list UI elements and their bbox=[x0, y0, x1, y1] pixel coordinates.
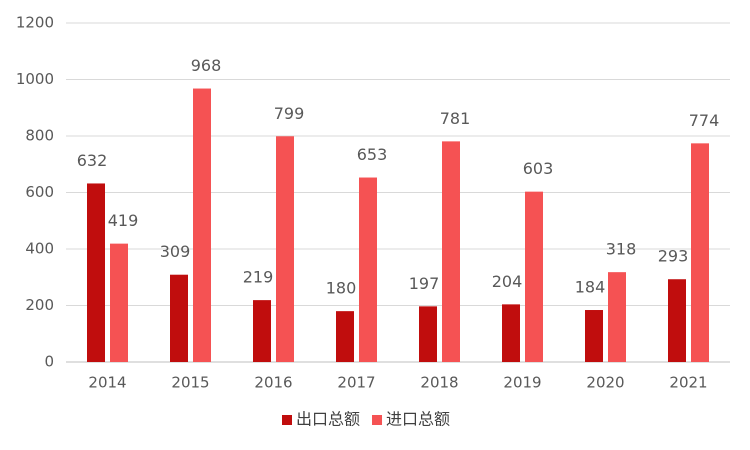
bar bbox=[336, 311, 354, 362]
bar bbox=[193, 88, 211, 362]
bar bbox=[525, 191, 543, 362]
x-tick-label: 2021 bbox=[669, 374, 707, 392]
bar bbox=[608, 272, 626, 362]
bar bbox=[585, 310, 603, 362]
value-label: 799 bbox=[274, 104, 305, 123]
value-label: 197 bbox=[409, 274, 440, 293]
bar bbox=[110, 243, 128, 362]
x-tick-label: 2020 bbox=[586, 374, 624, 392]
bar bbox=[668, 279, 686, 362]
value-label: 781 bbox=[440, 109, 471, 128]
value-label: 293 bbox=[658, 247, 689, 266]
value-label: 318 bbox=[606, 240, 637, 259]
y-tick-label: 1200 bbox=[16, 14, 54, 32]
x-tick-label: 2015 bbox=[171, 374, 209, 392]
value-label: 653 bbox=[357, 145, 388, 164]
x-tick-label: 2017 bbox=[337, 374, 375, 392]
value-label: 603 bbox=[523, 159, 554, 178]
bar bbox=[87, 183, 105, 362]
bar bbox=[276, 136, 294, 362]
bar bbox=[253, 300, 271, 362]
bar bbox=[691, 143, 709, 362]
bar bbox=[419, 306, 437, 362]
value-label: 419 bbox=[108, 211, 139, 230]
legend-label: 进口总额 bbox=[386, 410, 450, 429]
value-label: 219 bbox=[243, 268, 274, 287]
bar bbox=[170, 274, 188, 362]
legend-swatch bbox=[282, 415, 292, 425]
x-tick-label: 2016 bbox=[254, 374, 292, 392]
legend-swatch bbox=[372, 415, 383, 425]
value-label: 774 bbox=[689, 111, 720, 130]
value-label: 184 bbox=[575, 278, 606, 297]
y-tick-label: 800 bbox=[25, 127, 54, 145]
x-tick-label: 2019 bbox=[503, 374, 541, 392]
legend-label: 出口总额 bbox=[296, 410, 360, 429]
value-label: 632 bbox=[77, 151, 108, 170]
x-tick-label: 2014 bbox=[88, 374, 126, 392]
value-label: 180 bbox=[326, 279, 357, 298]
value-label: 968 bbox=[191, 56, 222, 75]
y-tick-label: 0 bbox=[44, 353, 54, 371]
bar bbox=[359, 177, 377, 362]
bar bbox=[442, 141, 460, 362]
value-label: 309 bbox=[160, 242, 191, 261]
bar bbox=[502, 304, 520, 362]
y-tick-label: 400 bbox=[25, 240, 54, 258]
y-tick-label: 200 bbox=[25, 296, 54, 314]
y-tick-label: 1000 bbox=[16, 70, 54, 88]
x-tick-label: 2018 bbox=[420, 374, 458, 392]
value-label: 204 bbox=[492, 272, 523, 291]
y-tick-label: 600 bbox=[25, 183, 54, 201]
